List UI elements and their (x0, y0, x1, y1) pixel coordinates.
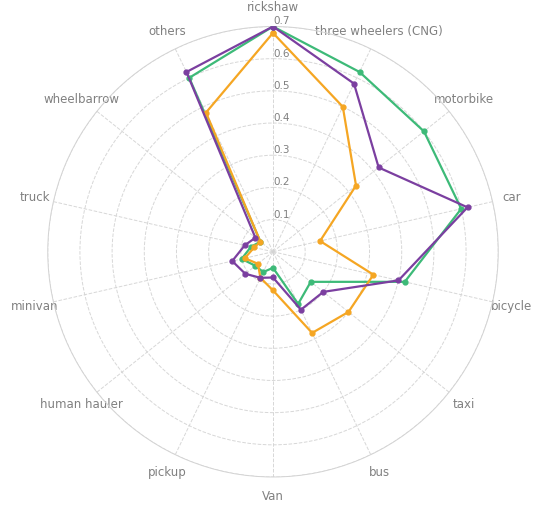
Legend: YOLOv3, YOLOv5s, YOLOv5x: YOLOv3, YOLOv5s, YOLOv5x (126, 529, 420, 530)
